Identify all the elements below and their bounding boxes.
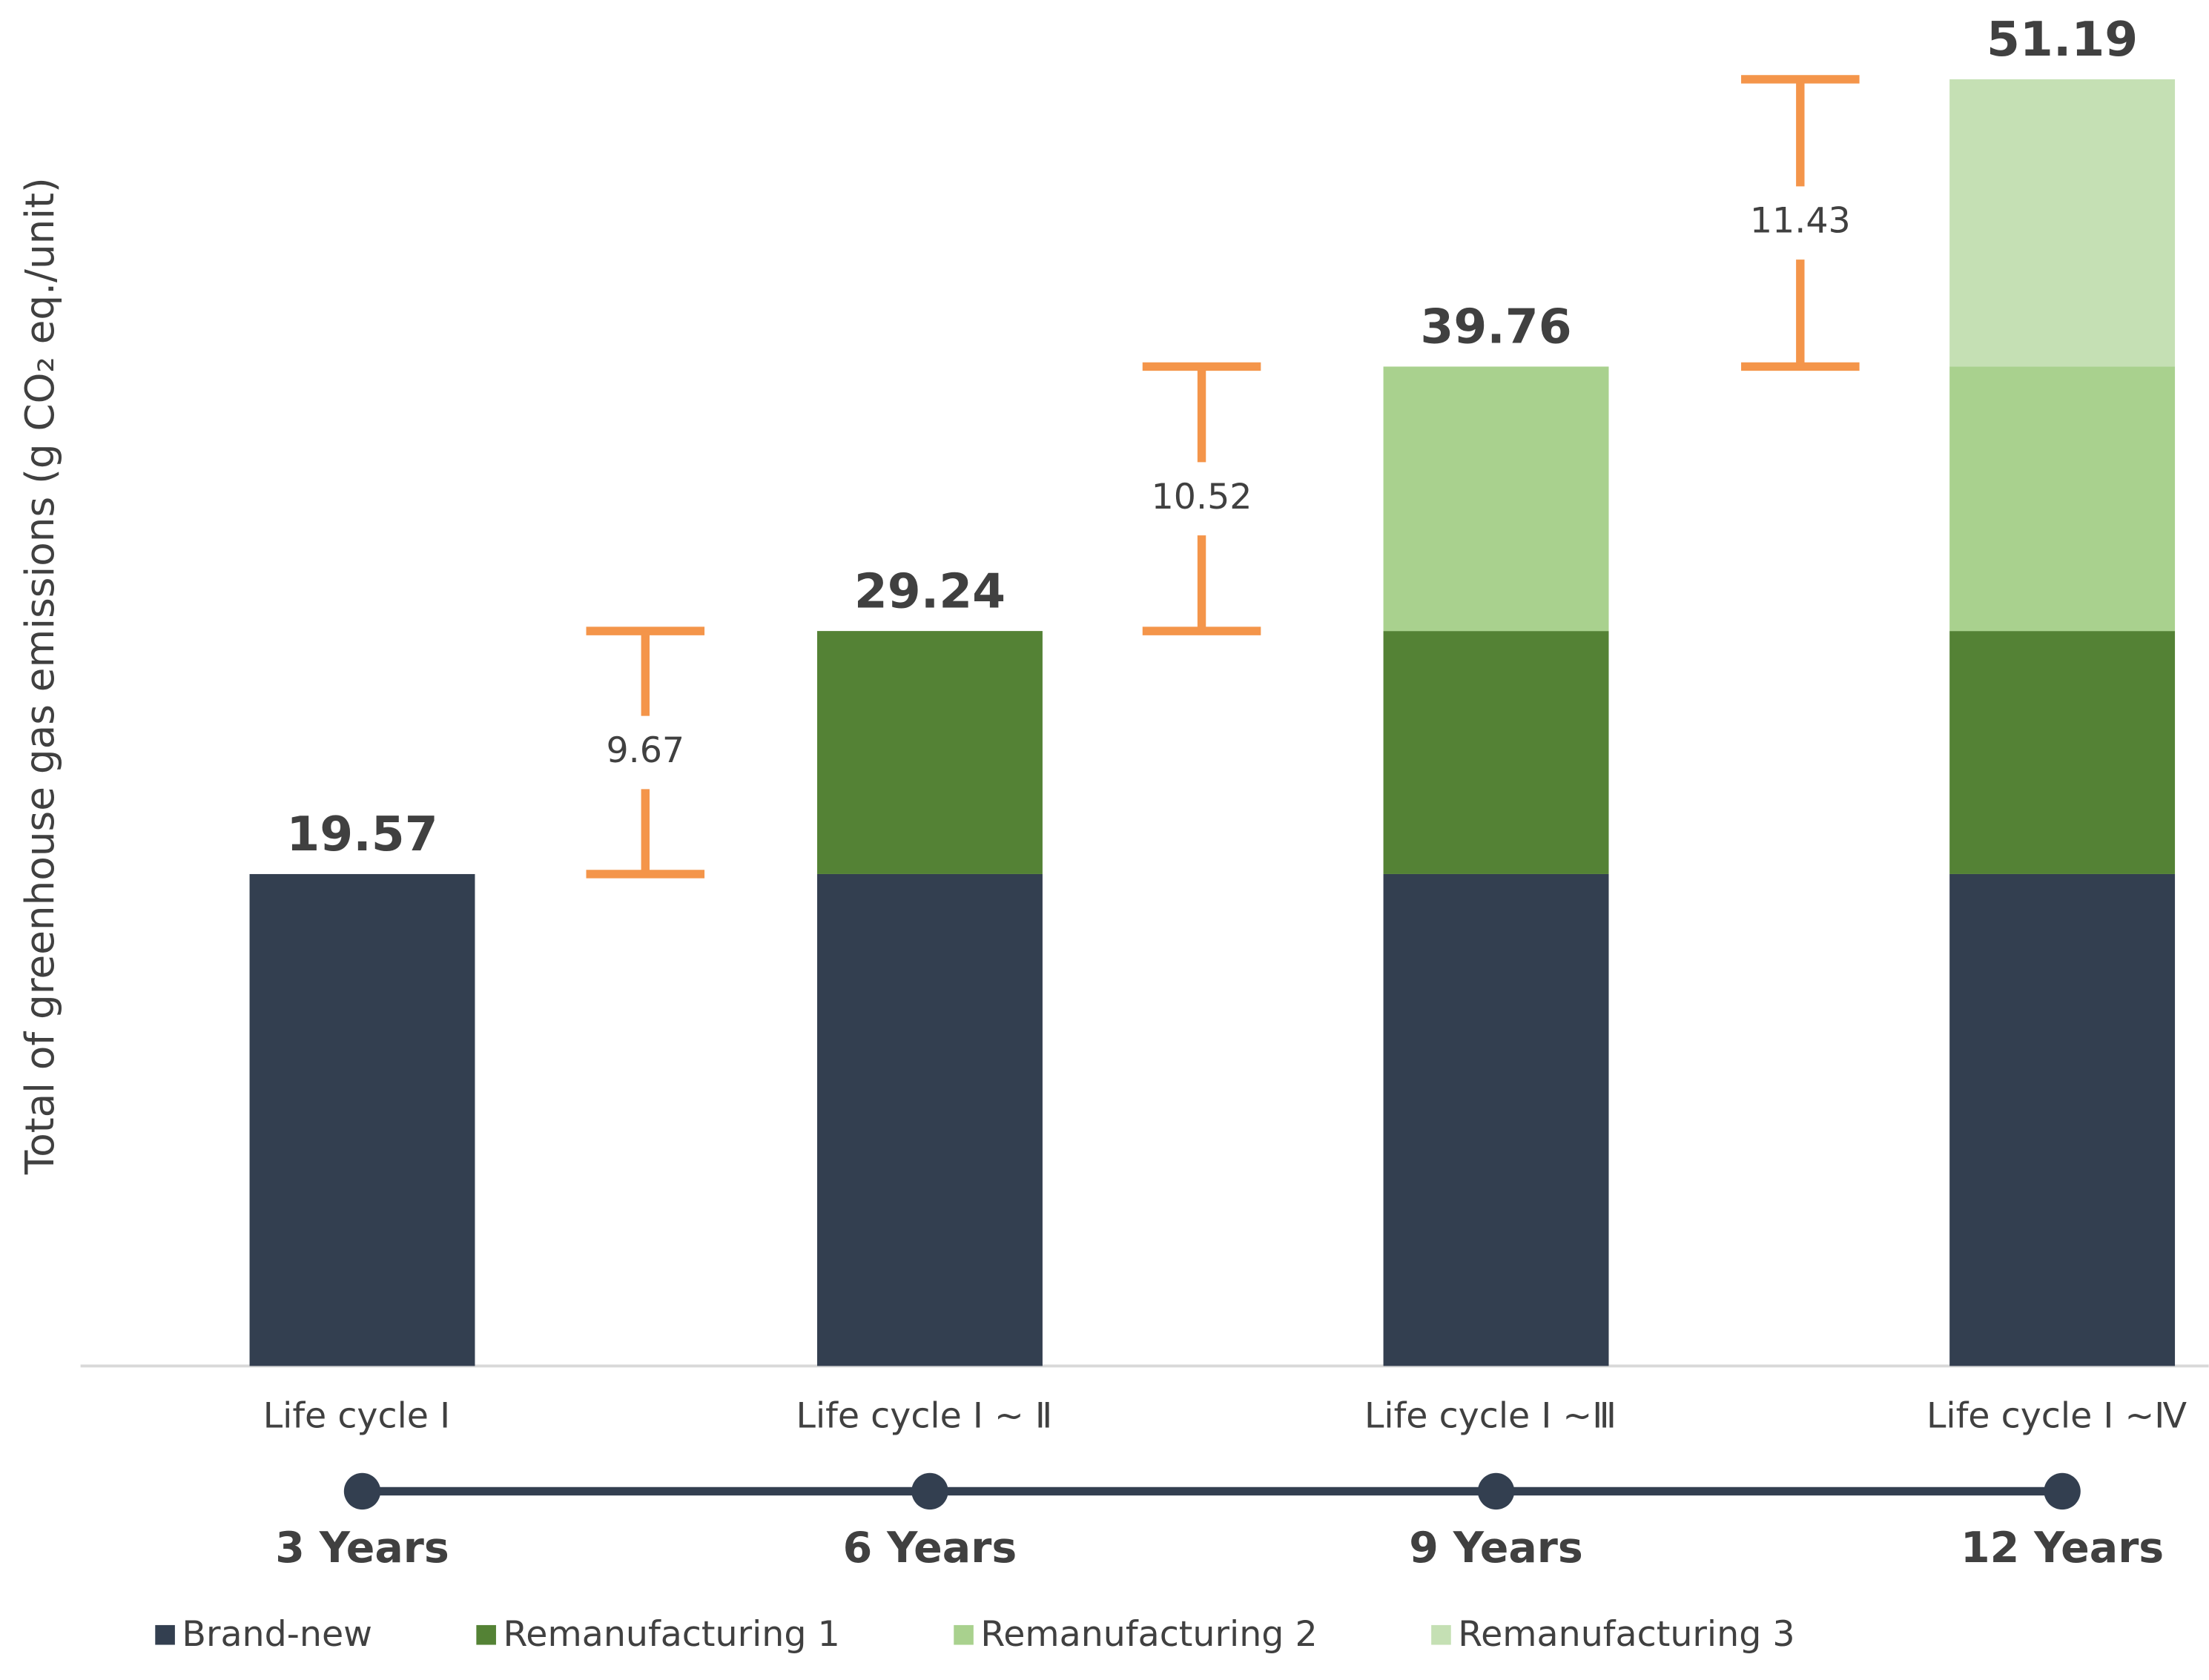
- timeline-dot: [2044, 1472, 2081, 1510]
- bar-segment: [817, 631, 1043, 874]
- x-tick-label: Life cycle Ⅰ ~Ⅳ: [1926, 1396, 2187, 1437]
- total-label: 19.57: [286, 807, 437, 862]
- timeline-dot: [1477, 1472, 1515, 1510]
- legend-label: Remanufacturing 1: [503, 1614, 839, 1655]
- x-tick-label: Life cycle Ⅰ: [263, 1396, 450, 1437]
- legend-label: Remanufacturing 2: [980, 1614, 1317, 1655]
- bar-segment: [1383, 366, 1609, 632]
- total-label: 51.19: [1987, 12, 2138, 67]
- bar-segment: [1949, 631, 2176, 874]
- bar-segment: [817, 873, 1043, 1366]
- total-label: 39.76: [1420, 300, 1571, 355]
- bar-segment: [1383, 873, 1609, 1366]
- timeline-label: 3 Years: [275, 1524, 449, 1572]
- bar-segment: [249, 873, 475, 1366]
- bar-segment: [1383, 631, 1609, 874]
- legend-label: Brand-new: [182, 1614, 372, 1655]
- timeline-label: 6 Years: [843, 1524, 1017, 1572]
- x-tick-label: Life cycle Ⅰ ~Ⅲ: [1364, 1396, 1617, 1437]
- timeline-label: 9 Years: [1409, 1524, 1583, 1572]
- timeline-dot: [343, 1472, 381, 1510]
- bar-segment: [1949, 366, 2176, 632]
- timeline-dot: [911, 1472, 948, 1510]
- y-axis-label: Total of greenhouse gas emissions (g CO₂…: [17, 177, 63, 1175]
- increment-label: 10.52: [1152, 477, 1252, 517]
- legend-label: Remanufacturing 3: [1458, 1614, 1794, 1655]
- increment-label: 9.67: [606, 730, 684, 771]
- bar-segment: [1949, 873, 2176, 1366]
- increment-label: 11.43: [1750, 201, 1851, 242]
- x-tick-label: Life cycle Ⅰ ~ Ⅱ: [796, 1396, 1053, 1437]
- total-label: 29.24: [854, 563, 1006, 619]
- legend-swatch: [155, 1624, 175, 1645]
- bar-segment: [1949, 79, 2176, 367]
- legend-swatch: [476, 1624, 496, 1645]
- legend-swatch: [1431, 1624, 1451, 1645]
- legend-swatch: [954, 1624, 974, 1645]
- timeline-label: 12 Years: [1961, 1524, 2164, 1572]
